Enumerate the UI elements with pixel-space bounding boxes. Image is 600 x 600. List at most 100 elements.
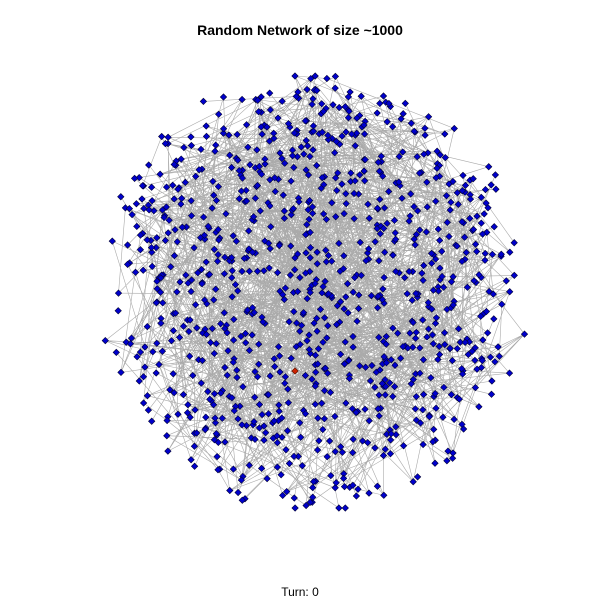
network-node [242,121,251,129]
network-node [301,269,310,277]
network-node [204,387,212,396]
network-node [186,316,194,324]
network-node [235,166,243,175]
network-node [378,295,387,304]
network-node [254,96,262,104]
network-node [429,340,437,348]
network-node [422,228,431,236]
network-node [215,110,223,118]
network-node [275,401,283,409]
network-node [458,370,467,378]
network-node [164,229,172,237]
network-node [297,433,305,441]
network-node [198,356,207,365]
network-node [170,160,178,169]
network-node [411,241,419,249]
network-node [401,99,409,108]
network-node [365,214,373,222]
network-node [441,130,449,138]
network-node [289,204,298,213]
network-node [298,462,306,470]
network-node [360,167,368,175]
network-node [290,307,298,316]
network-node [301,410,310,418]
network-node [424,302,433,311]
network-node [238,421,246,429]
network-node [477,219,485,227]
network-node [366,377,375,385]
network-node [520,330,529,338]
network-node [344,114,353,122]
network-node [421,131,429,139]
network-node [340,482,349,491]
network-node [158,347,167,355]
network-node [333,302,342,310]
network-node [436,236,444,245]
network-node [453,344,461,353]
network-node [344,309,352,317]
network-node [338,132,346,140]
nodes-layer [101,72,529,512]
network-node [139,373,148,381]
network-node [432,197,440,205]
network-node [170,252,179,260]
network-node [332,213,340,221]
network-node [187,212,196,220]
network-node [375,391,383,399]
network-node [353,114,361,122]
network-node [161,236,170,245]
network-node [238,267,246,276]
network-node [277,471,285,479]
network-node [331,84,339,92]
network-node [312,368,320,376]
network-node [211,419,220,427]
network-node [257,170,266,178]
network-node [413,207,422,215]
network-node [206,338,215,347]
network-node [342,199,350,208]
network-node [412,392,420,401]
network-node [394,329,402,337]
network-node [300,150,308,158]
network-node [260,267,268,275]
network-node [209,177,217,186]
network-node [136,231,145,239]
network-node [184,401,192,409]
network-node [201,425,209,434]
network-node [423,333,431,341]
network-node [324,322,332,330]
network-node [380,353,388,361]
network-node [450,124,458,133]
network-node [175,333,184,342]
network-node [311,382,319,390]
network-node [223,371,231,379]
network-node [152,369,160,377]
network-node [435,350,444,359]
network-node [285,459,294,468]
network-node [412,328,420,337]
network-node [371,238,379,246]
network-node [319,282,327,291]
network-node [392,267,400,276]
network-node [323,74,331,83]
network-node [143,392,152,400]
network-node [139,266,147,274]
network-node [487,390,496,398]
network-node [157,319,165,327]
network-node [214,182,223,191]
network-node [416,369,424,377]
network-node [202,330,211,339]
network-node [210,436,219,444]
network-node [311,400,319,408]
network-node [275,241,283,250]
network-node [191,406,199,414]
network-node [232,237,241,245]
network-node [373,109,381,117]
network-node [461,338,469,347]
network-node [308,100,316,109]
network-node [382,359,391,367]
network-node [164,133,172,141]
network-node [481,249,489,258]
network-node [213,452,221,461]
network-node [342,293,350,301]
